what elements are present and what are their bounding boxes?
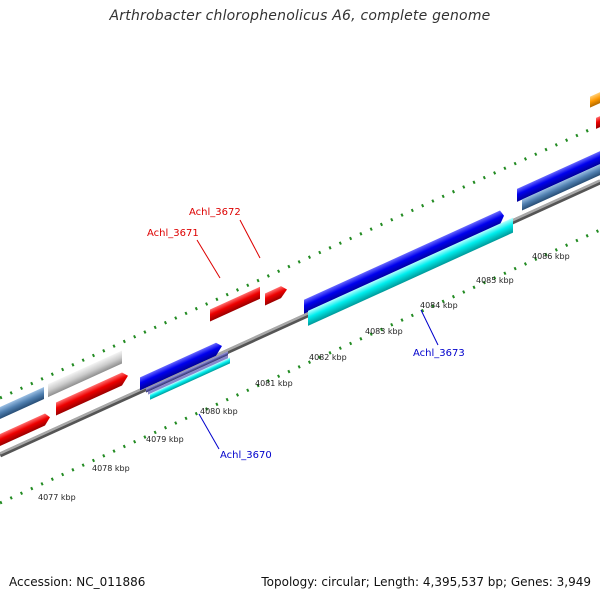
gene-orange-right[interactable]: [590, 87, 600, 108]
gene-purple-stripe-1[interactable]: [146, 351, 228, 393]
gene-label-achl-3672[interactable]: Achl_3672: [189, 207, 241, 218]
gene-achl-3672[interactable]: [265, 283, 287, 306]
gene-achl-3673[interactable]: [308, 217, 513, 326]
kbp-label-4079: 4079 kbp: [146, 435, 184, 444]
gene-red-right-edge[interactable]: [596, 113, 600, 129]
upper-tick-axis: [0, 123, 600, 400]
kbp-labels: 4077 kbp 4078 kbp 4079 kbp 4080 kbp 4081…: [38, 252, 570, 502]
gene-achl-3671[interactable]: [210, 286, 260, 322]
kbp-label-4084: 4084 kbp: [420, 301, 458, 310]
gene-steel-right[interactable]: [522, 158, 600, 211]
gene-grey-pseudo[interactable]: [48, 350, 122, 398]
gene-achl-3673-blue[interactable]: [304, 209, 504, 314]
kbp-label-4080: 4080 kbp: [200, 407, 238, 416]
gene-red-left[interactable]: [56, 370, 128, 416]
gene-label-achl-3671[interactable]: Achl_3671: [147, 228, 199, 239]
leader-line-achl-3670: [198, 413, 220, 450]
kbp-label-4078: 4078 kbp: [92, 464, 130, 473]
kbp-label-4086: 4086 kbp: [532, 252, 570, 261]
topology-info: Topology: circular; Length: 4,395,537 bp…: [261, 575, 591, 589]
leader-line-achl-3672: [239, 219, 261, 259]
genome-title: Arthrobacter chlorophenolicus A6, comple…: [109, 8, 491, 24]
kbp-label-4082: 4082 kbp: [309, 353, 347, 362]
accession-info: Accession: NC_011886: [9, 575, 146, 589]
kbp-label-4083: 4083 kbp: [365, 327, 403, 336]
lower-tick-axis: [0, 228, 600, 505]
gene-red-left-lower[interactable]: [0, 411, 50, 451]
gene-achl-3670[interactable]: [150, 357, 230, 400]
leader-line-achl-3671: [196, 239, 221, 279]
gene-blue-achl-3670-region[interactable]: [140, 340, 222, 391]
gene-label-achl-3673[interactable]: Achl_3673: [413, 348, 465, 359]
gene-label-achl-3670[interactable]: Achl_3670: [220, 450, 272, 461]
leader-line-achl-3673: [420, 309, 439, 346]
gene-steel-left-lower[interactable]: [0, 386, 44, 424]
kbp-label-4077: 4077 kbp: [38, 493, 76, 502]
gene-purple-stripe-2[interactable]: [148, 355, 228, 395]
kbp-label-4081: 4081 kbp: [255, 379, 293, 388]
kbp-label-4085: 4085 kbp: [476, 276, 514, 285]
gene-blue-right[interactable]: [517, 147, 600, 202]
